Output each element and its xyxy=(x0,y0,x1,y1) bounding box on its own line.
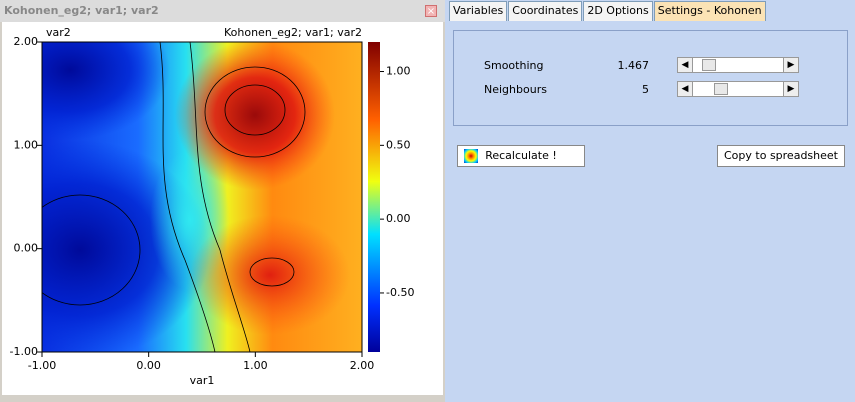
y-tick-label: -1.00 xyxy=(10,345,38,358)
setting-value: 5 xyxy=(642,83,649,96)
x-tick-label: 2.00 xyxy=(350,359,375,372)
x-tick-label: 1.00 xyxy=(243,359,268,372)
slider[interactable]: ◀ ▶ xyxy=(677,81,799,97)
y-tick-label: 2.00 xyxy=(14,35,39,48)
x-tick-label: -1.00 xyxy=(28,359,56,372)
colorbar xyxy=(368,42,380,352)
settings-box: Smoothing 1.467 ◀ ▶ Neighbours 5 ◀ ▶ xyxy=(453,30,848,126)
x-axis-label: var1 xyxy=(190,374,215,387)
recalculate-button[interactable]: Recalculate ! xyxy=(457,145,585,167)
tab[interactable]: Settings - Kohonen xyxy=(653,1,766,21)
button-label: Recalculate ! xyxy=(485,149,557,162)
tab[interactable]: 2D Options xyxy=(583,1,653,21)
window-title: Kohonen_eg2; var1; var2 xyxy=(0,0,445,22)
tab-bar: Variables Coordinates 2D Options Settings -… xyxy=(449,1,767,21)
colorbar-tick-label: 1.00 xyxy=(386,65,411,78)
arrow-left[interactable]: ◀ xyxy=(678,58,693,72)
setting-value: 1.467 xyxy=(617,59,650,72)
tab[interactable]: Variables xyxy=(449,1,508,21)
y-tick-label: 1.00 xyxy=(14,138,39,151)
button-label: Copy to spreadsheet xyxy=(724,149,838,162)
slider-thumb[interactable] xyxy=(714,83,728,95)
y-tick-label: 0.00 xyxy=(14,242,39,255)
setting-label: Neighbours xyxy=(484,83,547,96)
chart: Kohonen_eg2; var1; var2 var2 var1 -1.00 0.00… xyxy=(10,26,415,387)
colorbar-tick-label: 0.00 xyxy=(386,212,411,225)
graph-window: Kohonen_eg2; var1; var2 × xyxy=(0,0,445,402)
arrow-left[interactable]: ◀ xyxy=(678,82,693,96)
arrow-right[interactable]: ▶ xyxy=(783,82,798,96)
close-button[interactable]: × xyxy=(425,5,437,17)
tab[interactable]: Coordinates xyxy=(508,1,583,21)
copy-button[interactable]: Copy to spreadsheet xyxy=(717,145,845,167)
setting-label: Smoothing xyxy=(484,59,544,72)
y-axis-label: var2 xyxy=(46,26,71,39)
chart-title: Kohonen_eg2; var1; var2 xyxy=(224,26,362,39)
slider-thumb[interactable] xyxy=(702,59,716,71)
slider[interactable]: ◀ ▶ xyxy=(677,57,799,73)
arrow-right[interactable]: ▶ xyxy=(783,58,798,72)
colorbar-tick-label: -0.50 xyxy=(386,286,414,299)
x-tick-label: 0.00 xyxy=(136,359,161,372)
colorbar-tick-label: 0.50 xyxy=(386,138,411,151)
heatmap xyxy=(42,42,362,352)
plot-frame xyxy=(41,41,363,353)
